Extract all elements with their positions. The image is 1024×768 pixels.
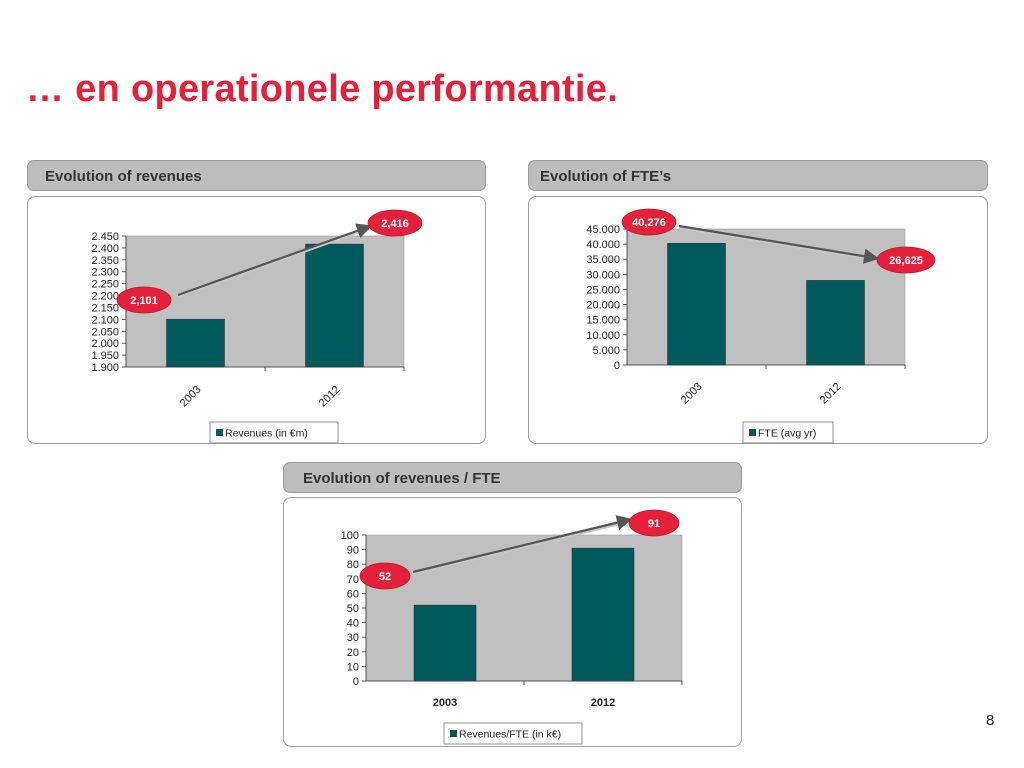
- legend-swatch: [216, 429, 223, 436]
- legend-label: Revenues/FTE (in k€): [459, 729, 561, 741]
- y-tick-label: 70: [347, 574, 359, 586]
- trend-arrow-shadow: [412, 520, 629, 575]
- y-tick-label: 2.200: [91, 291, 119, 303]
- y-tick-label: 5.000: [592, 345, 620, 357]
- x-tick-label: 2012: [818, 381, 844, 407]
- bar-2012: [571, 547, 635, 682]
- y-tick-label: 20: [347, 647, 359, 659]
- legend-box: [209, 421, 339, 444]
- callout-label: 2,416: [381, 218, 409, 230]
- revenues-chart: 1.9001.9502.0002.0502.1002.1502.2002.250…: [91, 209, 423, 444]
- y-tick-label: 2.150: [91, 302, 119, 314]
- legend-label: Revenues (in €m): [225, 428, 308, 440]
- bar-2012: [305, 243, 364, 368]
- y-tick-label: 1.900: [91, 362, 119, 374]
- trend-arrow: [412, 515, 633, 574]
- panel-header-rev-per-fte: Evolution of revenues / FTE: [283, 462, 742, 493]
- y-tick-label: 2.450: [91, 231, 119, 243]
- callout-label: 40,276: [632, 217, 666, 229]
- legend-swatch: [450, 730, 457, 737]
- x-tick-label: 2012: [317, 384, 343, 410]
- x-tick-label: 2003: [433, 697, 457, 709]
- y-tick-label: 30: [347, 632, 359, 644]
- bar-2003: [667, 243, 726, 366]
- y-tick-label: 1.950: [91, 350, 119, 362]
- y-tick-label: 2.000: [91, 338, 119, 350]
- rev-per-fte-chart: 0 10 20 30 40 50 60 70 80 90 100 2003 2012 Revenues/F…: [341, 509, 683, 745]
- legend-box: [742, 421, 834, 444]
- x-tick-label: 2003: [679, 381, 705, 407]
- slide-title: … en operationele performantie.: [26, 68, 619, 110]
- y-tick-label: 2.100: [91, 314, 119, 326]
- panel-frame-revenues: 1.900 1.950 2.000 2.050 2.100 2.150 2.200 2.250…: [27, 196, 486, 444]
- y-tick-label: 10: [347, 661, 359, 673]
- y-tick-label: 45.000: [586, 224, 620, 236]
- y-tick-label: 2.300: [91, 267, 119, 279]
- y-tick-label: 2.250: [91, 279, 119, 291]
- callout-bubble: [367, 209, 423, 237]
- callout-label: 26,625: [889, 255, 923, 267]
- callout-bubble: [116, 286, 172, 314]
- bar-2012: [806, 280, 865, 366]
- callout-bubble: [628, 509, 680, 537]
- y-tick-label: 2.400: [91, 243, 119, 255]
- trend-arrow: [678, 224, 880, 264]
- callout-bubble: [359, 562, 411, 590]
- legend-swatch: [749, 429, 756, 436]
- callout-bubble: [876, 246, 936, 274]
- trend-arrow-shadow: [177, 227, 369, 298]
- y-tick-label: 40.000: [586, 239, 620, 251]
- y-tick-label: 80: [347, 559, 359, 571]
- page-number: 8: [986, 712, 995, 729]
- panel-frame-fte: 0 5.000 10.000 15.000 20.000 25.000 30.000 35.0…: [528, 196, 988, 444]
- panel-frame-rev-per-fte: 0 10 20 30 40 50 60 70 80 90 100 2003 2012 Revenues/F…: [283, 497, 742, 747]
- y-tick-label: 50: [347, 603, 359, 615]
- callout-label: 2,101: [130, 295, 158, 307]
- bar-2003: [413, 604, 477, 682]
- x-tick-label: 2003: [178, 384, 204, 410]
- x-tick-label: 2012: [591, 697, 615, 709]
- legend-box: [443, 722, 583, 745]
- y-tick-label: 2.050: [91, 326, 119, 338]
- y-tick-label: 100: [341, 530, 359, 542]
- y-tick-label: 40: [347, 618, 359, 630]
- fte-chart: 0 5.000 10.000 15.000 20.000 25.000 30.000 35.0…: [586, 208, 936, 444]
- y-tick-label: 15.000: [586, 315, 620, 327]
- y-tick-label: 35.000: [586, 254, 620, 266]
- callout-label: 52: [379, 571, 391, 583]
- panel-header-fte: Evolution of FTE’s: [528, 160, 988, 191]
- panel-header-revenues: Evolution of revenues: [27, 160, 486, 191]
- legend-label: FTE (avg yr): [758, 428, 816, 440]
- trend-arrow-shadow: [678, 226, 876, 261]
- y-tick-label: 2.350: [91, 255, 119, 267]
- y-tick-label: 60: [347, 588, 359, 600]
- bar-2003: [166, 318, 225, 368]
- y-tick-label: 10.000: [586, 330, 620, 342]
- y-tick-label: 0: [614, 360, 620, 372]
- y-tick-label: 30.000: [586, 269, 620, 281]
- y-tick-label: 0: [353, 676, 359, 688]
- y-tick-label: 25.000: [586, 284, 620, 296]
- y-tick-label: 90: [347, 545, 359, 557]
- trend-arrow: [177, 223, 373, 297]
- callout-bubble: [621, 208, 677, 236]
- callout-label: 91: [648, 518, 660, 530]
- y-tick-label: 20.000: [586, 300, 620, 312]
- plot-area: [365, 534, 683, 682]
